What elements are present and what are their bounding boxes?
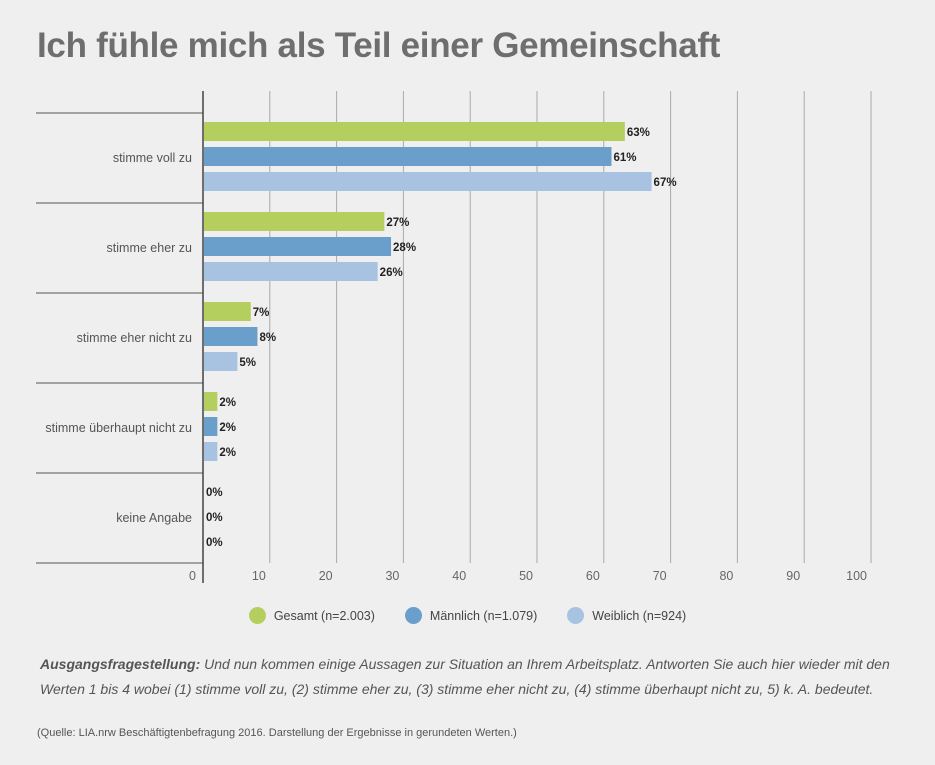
bar-maennlich xyxy=(204,237,392,256)
category-label: stimme eher nicht zu xyxy=(77,331,192,345)
bar-weiblich xyxy=(204,172,652,191)
bar-weiblich xyxy=(204,442,218,461)
bar-maennlich xyxy=(204,417,218,436)
legend-item-maennlich: Männlich (n=1.079) xyxy=(404,607,538,624)
category-label: stimme überhaupt nicht zu xyxy=(45,421,192,435)
category-label: stimme eher zu xyxy=(107,241,192,255)
bar-maennlich xyxy=(204,327,258,346)
data-label: 2% xyxy=(219,447,236,459)
legend-label-weiblich: Weiblich (n=924) xyxy=(592,608,687,623)
x-tick-label-90: 90 xyxy=(786,569,800,583)
data-label: 0% xyxy=(206,512,223,524)
data-label: 2% xyxy=(219,422,236,434)
legend-swatch-maennlich xyxy=(404,607,422,624)
legend-item-weiblich: Weiblich (n=924) xyxy=(567,607,686,624)
data-label: 2% xyxy=(219,397,236,409)
question-label: Ausgangsfragestellung: xyxy=(40,656,201,672)
x-tick-label-80: 80 xyxy=(719,569,733,583)
category-label: stimme voll zu xyxy=(113,151,192,165)
data-label: 28% xyxy=(393,242,416,254)
bar-chart: 0 10 20 30 40 50 60 70 80 90 100 stimme voll zu 63% 6… xyxy=(36,91,872,583)
legend-item-gesamt: Gesamt (n=2.003) xyxy=(248,607,375,624)
bar-maennlich xyxy=(204,147,612,166)
x-tick-label-50: 50 xyxy=(519,569,533,583)
x-tick-label-30: 30 xyxy=(385,569,399,583)
data-label: 61% xyxy=(613,152,636,164)
bar-weiblich xyxy=(204,352,238,371)
bar-gesamt xyxy=(204,212,385,231)
x-tick-label-70: 70 xyxy=(653,569,667,583)
legend-swatch-weiblich xyxy=(567,607,585,624)
source-note: (Quelle: LIA.nrw Beschäftigtenbefragung … xyxy=(37,727,517,739)
legend-label-maennlich: Männlich (n=1.079) xyxy=(429,608,538,623)
data-label: 27% xyxy=(386,217,409,229)
question-text: Und nun kommen einige Aussagen zur Situa… xyxy=(40,656,890,697)
data-label: 8% xyxy=(259,332,276,344)
data-label: 26% xyxy=(380,267,403,279)
x-tick-label-60: 60 xyxy=(586,569,600,583)
x-tick-label-10: 10 xyxy=(252,569,266,583)
legend-swatch-gesamt xyxy=(248,607,266,624)
data-label: 5% xyxy=(239,357,256,369)
data-label: 7% xyxy=(253,307,270,319)
bar-weiblich xyxy=(204,262,378,281)
bar-gesamt xyxy=(204,122,625,141)
bar-gesamt xyxy=(204,302,251,321)
data-label: 0% xyxy=(206,487,223,499)
chart-legend: Gesamt (n=2.003) Männlich (n=1.079) Weib… xyxy=(0,607,935,624)
x-tick-label-0: 0 xyxy=(189,569,196,583)
data-label: 0% xyxy=(206,537,223,549)
x-tick-label-40: 40 xyxy=(452,569,466,583)
question-note: Ausgangsfragestellung: Und nun kommen ei… xyxy=(40,652,900,702)
x-tick-label-20: 20 xyxy=(319,569,333,583)
legend-label-gesamt: Gesamt (n=2.003) xyxy=(273,608,375,623)
category-label: keine Angabe xyxy=(116,511,192,525)
bar-gesamt xyxy=(204,392,218,411)
x-tick-label-100: 100 xyxy=(846,569,867,583)
data-label: 63% xyxy=(627,127,650,139)
data-label: 67% xyxy=(654,177,677,189)
chart-title: Ich fühle mich als Teil einer Gemeinscha… xyxy=(37,26,721,65)
